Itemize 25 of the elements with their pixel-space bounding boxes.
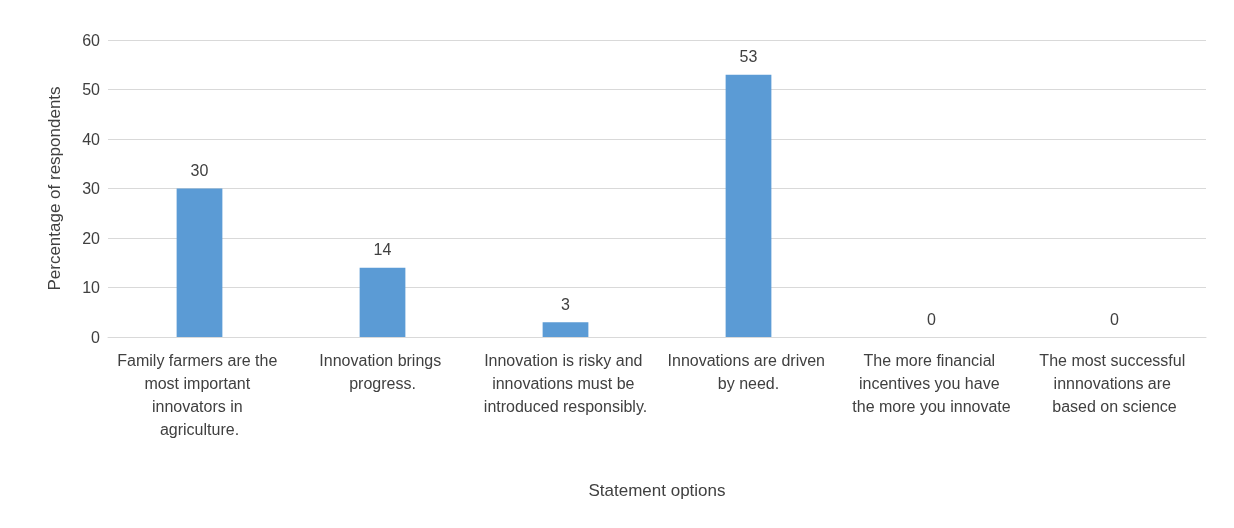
y-tick-label: 50 — [82, 81, 101, 98]
y-tick-label: 40 — [82, 130, 101, 148]
y-tick-label: 20 — [82, 229, 101, 247]
x-tick-label: Innovation brings progress. — [319, 352, 446, 392]
data-label: 3 — [561, 295, 571, 313]
data-label: 30 — [190, 162, 209, 179]
data-label: 0 — [1110, 310, 1120, 328]
bar — [359, 267, 406, 337]
bar — [542, 322, 589, 337]
x-tick-label: Family farmers are the most important innovators in agriculture. — [117, 352, 282, 438]
data-label: 14 — [373, 241, 392, 259]
x-tick-label: Innovations are driven by need. — [667, 352, 830, 392]
y-tick-label: 0 — [91, 328, 101, 346]
bar — [725, 74, 772, 337]
x-tick-label: The more financial incentives you have the more you innovate — [852, 352, 1011, 415]
y-axis-title: Percentage of respondents — [45, 86, 64, 291]
y-tick-label: 30 — [82, 180, 101, 197]
data-label: 0 — [927, 310, 937, 328]
x-tick-label: The most successful innnovations are based on science — [1039, 352, 1190, 415]
x-tick-label: Innovation is risky and innovations must be introduced responsibly. — [483, 352, 648, 415]
x-axis-title: Statement options — [588, 481, 726, 500]
y-tick-label: 60 — [82, 31, 101, 49]
data-label: 53 — [739, 48, 758, 66]
y-tick-label: 10 — [82, 279, 101, 296]
bar — [176, 188, 223, 337]
